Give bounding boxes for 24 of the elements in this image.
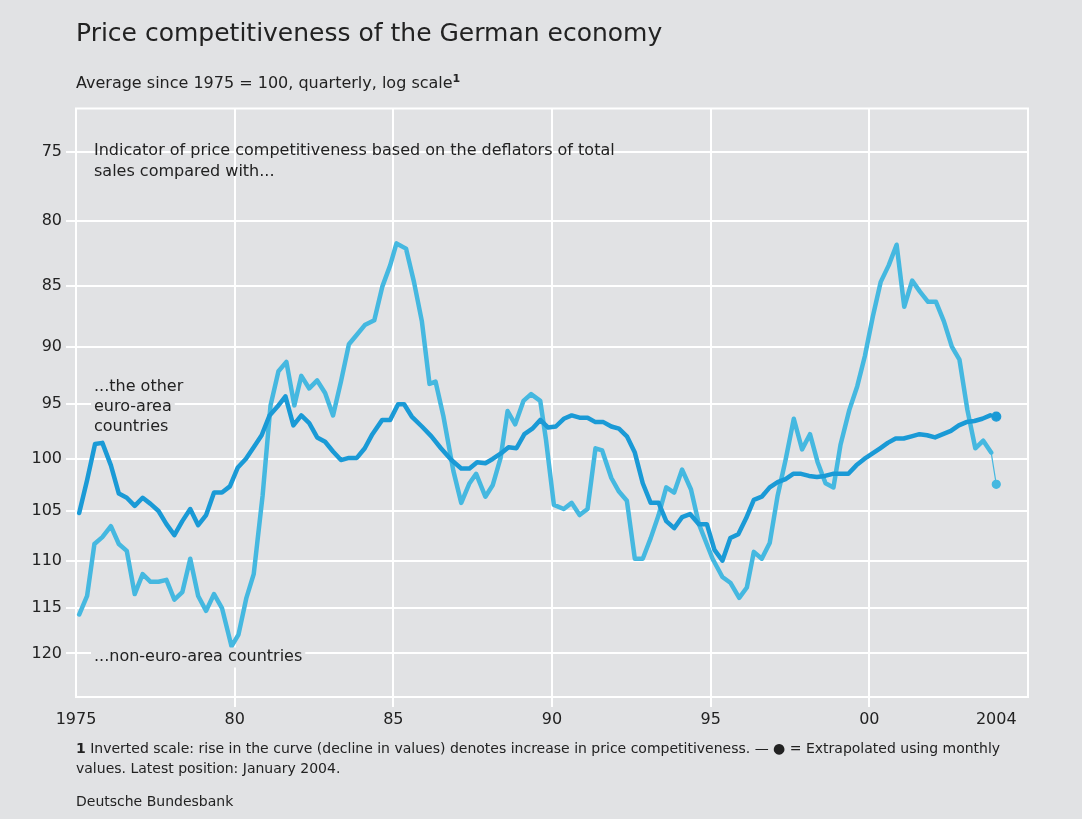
- y-tick-label: 90: [41, 335, 62, 355]
- series-label: ...the other euro-area countries: [94, 375, 184, 435]
- y-tick-label: 75: [41, 141, 62, 161]
- x-tick-label: 1975: [55, 708, 97, 728]
- y-tick-label: 105: [31, 500, 62, 520]
- chart-subtitle: Average since 1975 = 100, quarterly, log scale$^{1}$: [76, 72, 461, 93]
- text: ...non-euro-area countries: [94, 645, 303, 665]
- x-tick-label: 90: [541, 708, 563, 728]
- x-tick-label: 95: [700, 708, 721, 728]
- annotation: Indicator of price competitiveness based on the deflators of total sales compared with...: [94, 139, 615, 180]
- x-tick-label: 80: [224, 708, 245, 728]
- y-tick-label: 120: [31, 642, 62, 662]
- y-tick-label: 100: [31, 448, 62, 468]
- x-tick-label: 85: [383, 708, 404, 728]
- text: Deutsche Bundesbank: [76, 793, 234, 809]
- y-tick-label: 115: [31, 597, 62, 617]
- text: 1 Inverted scale: rise in the curve (decline in values) denotes increase in price competitiveness. — ● = Extrapolated using monthly values. Latest position: January 2004.: [76, 739, 1002, 778]
- y-tick-label: 95: [41, 393, 62, 413]
- chart-title: Price competitiveness of the German economy: [76, 18, 663, 47]
- y-tick-label: 110: [31, 549, 62, 569]
- x-tick-label: 00: [859, 708, 880, 728]
- y-tick-label: 80: [41, 210, 62, 230]
- x-tick-label: 2004: [975, 708, 1017, 728]
- y-tick-label: 85: [41, 274, 62, 294]
